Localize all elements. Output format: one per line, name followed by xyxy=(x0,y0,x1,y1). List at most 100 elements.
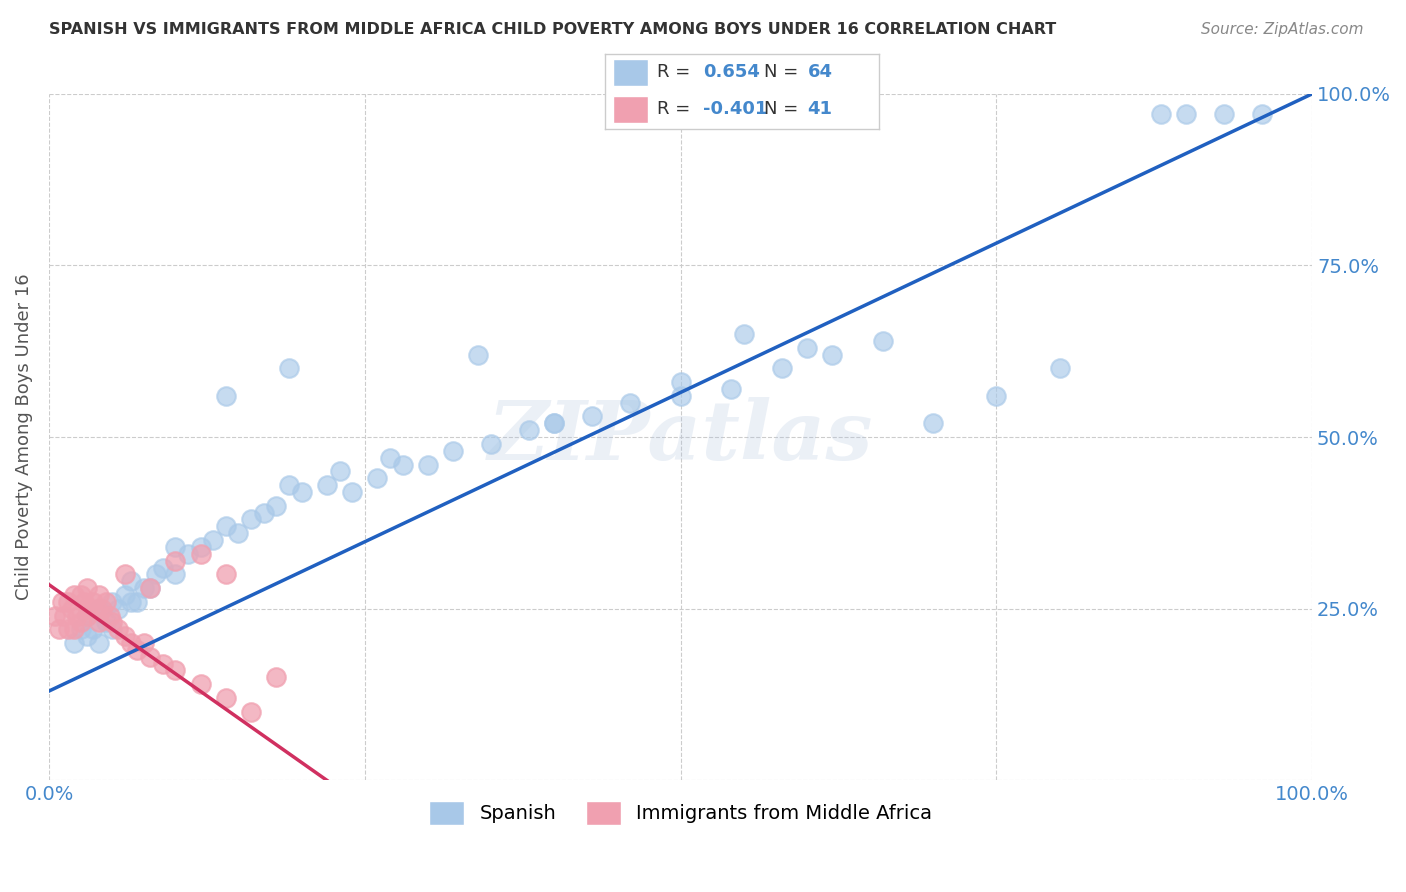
Point xyxy=(986,389,1008,403)
Point xyxy=(120,595,142,609)
Point xyxy=(114,629,136,643)
Point xyxy=(63,636,86,650)
Text: R =: R = xyxy=(657,100,696,118)
Point xyxy=(53,608,76,623)
Point xyxy=(1250,107,1272,121)
Point xyxy=(94,615,117,630)
Point xyxy=(91,601,114,615)
Point xyxy=(69,622,91,636)
Point xyxy=(69,588,91,602)
Point xyxy=(60,601,83,615)
Bar xyxy=(613,96,648,123)
Point xyxy=(1049,361,1071,376)
Point xyxy=(479,437,502,451)
Text: ZIPatlas: ZIPatlas xyxy=(488,397,873,477)
Point xyxy=(89,636,111,650)
Point xyxy=(1174,107,1197,121)
Point xyxy=(266,670,288,684)
Point xyxy=(63,622,86,636)
Point xyxy=(517,423,540,437)
Point xyxy=(202,533,225,547)
Point xyxy=(73,595,96,609)
Text: 0.654: 0.654 xyxy=(703,62,761,80)
Point xyxy=(733,327,755,342)
Point xyxy=(1212,107,1234,121)
Point xyxy=(127,595,149,609)
Point xyxy=(165,540,187,554)
Point xyxy=(669,375,692,389)
Point xyxy=(581,409,603,424)
Point xyxy=(107,601,129,615)
Point xyxy=(152,560,174,574)
Point xyxy=(215,567,238,582)
Point xyxy=(315,478,337,492)
Point xyxy=(391,458,413,472)
Legend: Spanish, Immigrants from Middle Africa: Spanish, Immigrants from Middle Africa xyxy=(422,793,939,832)
Point xyxy=(190,677,212,691)
Y-axis label: Child Poverty Among Boys Under 16: Child Poverty Among Boys Under 16 xyxy=(15,274,32,600)
Point xyxy=(240,705,263,719)
Point xyxy=(190,547,212,561)
Point xyxy=(82,622,104,636)
Text: -0.401: -0.401 xyxy=(703,100,768,118)
Point xyxy=(86,601,108,615)
Point xyxy=(215,690,238,705)
Point xyxy=(821,348,844,362)
Text: 64: 64 xyxy=(807,62,832,80)
Point xyxy=(139,581,162,595)
Point xyxy=(98,608,121,623)
Point xyxy=(120,636,142,650)
Point xyxy=(240,512,263,526)
Point xyxy=(165,554,187,568)
Point xyxy=(770,361,793,376)
Point xyxy=(190,540,212,554)
Text: N =: N = xyxy=(763,62,804,80)
Point xyxy=(94,595,117,609)
Point xyxy=(152,657,174,671)
Point xyxy=(69,615,91,630)
Point xyxy=(441,443,464,458)
Point xyxy=(177,547,200,561)
Point xyxy=(145,567,167,582)
Point xyxy=(63,588,86,602)
Point xyxy=(89,588,111,602)
Point xyxy=(89,615,111,630)
Point xyxy=(328,464,350,478)
Point xyxy=(253,506,276,520)
Point xyxy=(228,526,250,541)
Point xyxy=(872,334,894,348)
Point xyxy=(101,595,124,609)
Point xyxy=(278,478,301,492)
Point xyxy=(79,601,101,615)
Point xyxy=(278,361,301,376)
Point xyxy=(114,588,136,602)
Text: R =: R = xyxy=(657,62,696,80)
Point xyxy=(89,601,111,615)
Point xyxy=(76,581,98,595)
Point xyxy=(44,608,66,623)
Point xyxy=(132,581,155,595)
Point xyxy=(51,595,73,609)
Point xyxy=(76,629,98,643)
Text: SPANISH VS IMMIGRANTS FROM MIDDLE AFRICA CHILD POVERTY AMONG BOYS UNDER 16 CORRE: SPANISH VS IMMIGRANTS FROM MIDDLE AFRICA… xyxy=(49,22,1056,37)
Point xyxy=(340,485,363,500)
Bar xyxy=(613,59,648,87)
Text: N =: N = xyxy=(763,100,804,118)
Point xyxy=(101,622,124,636)
Point xyxy=(127,643,149,657)
Point xyxy=(266,499,288,513)
Point xyxy=(48,622,70,636)
Point xyxy=(82,595,104,609)
Point xyxy=(165,567,187,582)
Point xyxy=(114,567,136,582)
Text: Source: ZipAtlas.com: Source: ZipAtlas.com xyxy=(1201,22,1364,37)
Point xyxy=(132,636,155,650)
Point xyxy=(139,581,162,595)
Point xyxy=(796,341,818,355)
Point xyxy=(139,649,162,664)
Point xyxy=(1149,107,1171,121)
Point xyxy=(922,417,945,431)
Point xyxy=(543,417,565,431)
Point xyxy=(76,608,98,623)
Point xyxy=(107,622,129,636)
